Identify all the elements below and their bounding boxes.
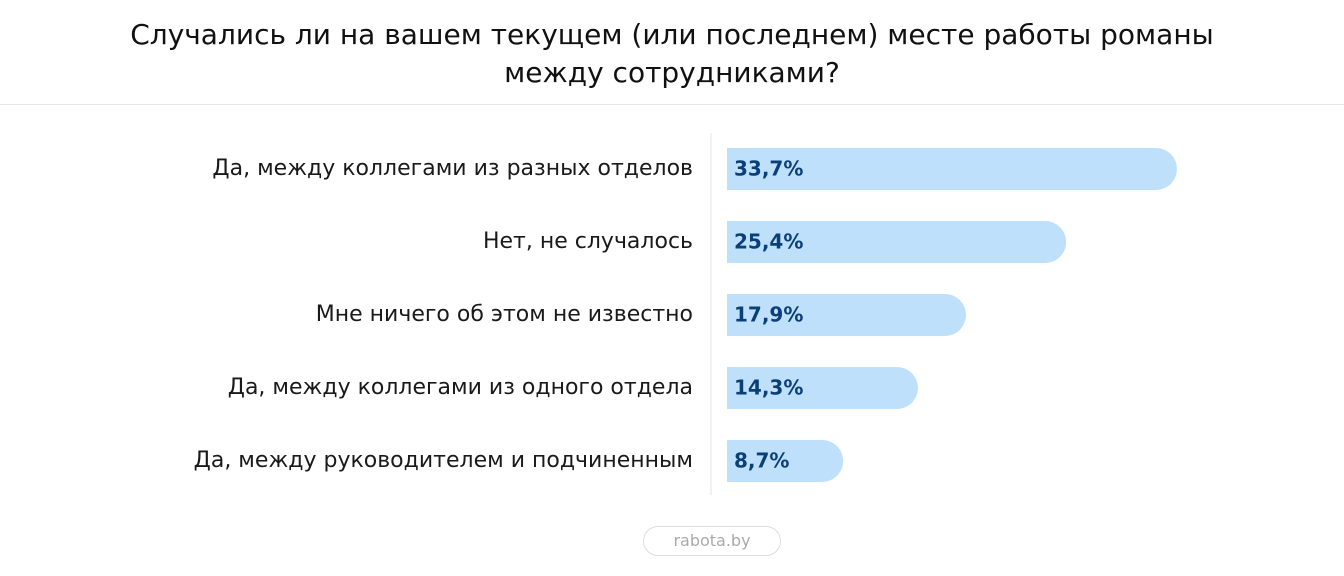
value-label: 14,3% bbox=[734, 376, 803, 400]
bar bbox=[727, 148, 1177, 190]
category-label: Да, между коллегами из разных отделов bbox=[212, 156, 693, 181]
category-label: Да, между коллегами из одного отдела bbox=[228, 375, 693, 400]
bar bbox=[727, 294, 967, 336]
value-label: 8,7% bbox=[734, 449, 789, 473]
category-label: Да, между руководителем и подчиненным bbox=[194, 448, 693, 473]
value-label: 17,9% bbox=[734, 303, 803, 327]
divider bbox=[0, 104, 1344, 105]
value-label: 25,4% bbox=[734, 230, 803, 254]
chart-title: Случались ли на вашем текущем (или после… bbox=[130, 18, 1214, 89]
category-label: Мне ничего об этом не известно bbox=[316, 302, 693, 327]
bar bbox=[727, 367, 918, 409]
category-label: Нет, не случалось bbox=[483, 229, 693, 254]
source-badge: rabota.by bbox=[643, 526, 781, 556]
bar bbox=[727, 221, 1067, 263]
value-label: 33,7% bbox=[734, 157, 803, 181]
bar bbox=[727, 440, 844, 482]
